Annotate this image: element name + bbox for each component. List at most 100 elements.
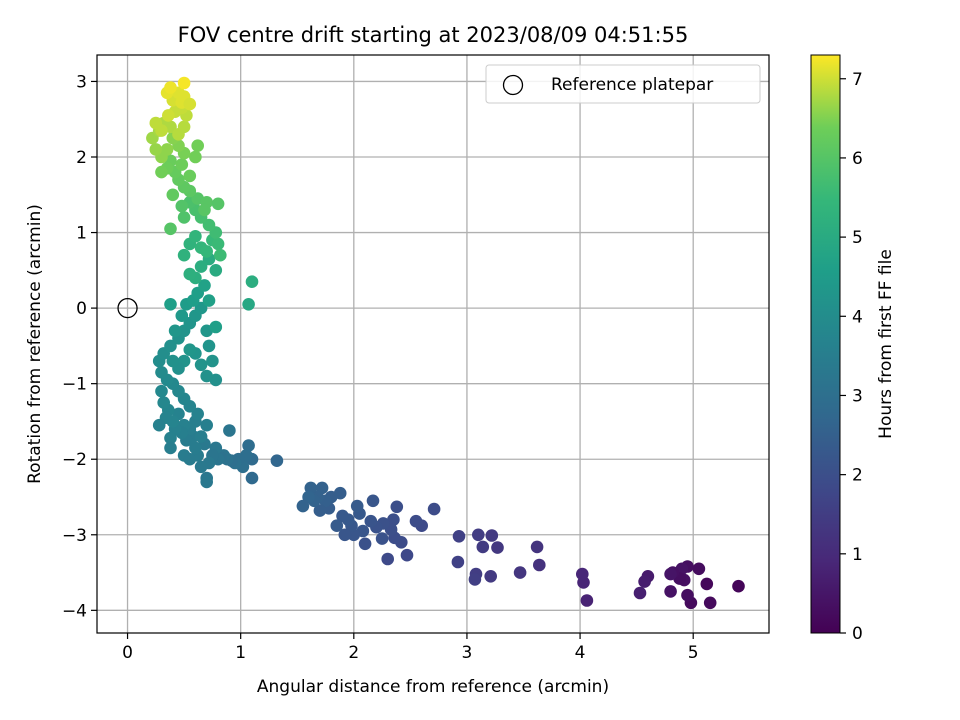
data-point [155,384,168,398]
x-tick-label: 3 [462,643,473,663]
y-tick-label: −1 [62,375,87,395]
data-point [366,494,380,508]
data-point [313,504,327,517]
data-point [703,596,717,610]
data-point [209,264,223,277]
data-point [155,366,168,379]
data-point [364,514,378,528]
data-point [375,532,389,545]
data-point [202,294,216,307]
data-point [183,97,197,111]
data-point [692,562,706,576]
data-point [468,573,482,586]
data-point [152,418,166,432]
data-point [155,165,168,179]
data-point [330,519,344,532]
y-tick-label: 3 [76,72,87,92]
data-point [183,343,197,357]
data-point [387,513,400,526]
data-point [183,169,197,183]
data-point [700,577,714,591]
colorbar-label: Hours from first FF file [876,249,896,439]
colorbar-tick-label: 3 [852,386,863,406]
colorbar-tick-label: 2 [852,466,863,486]
data-point [175,199,189,213]
data-point [484,570,498,583]
data-point [149,116,163,130]
data-point [214,248,227,262]
colorbar-tick-label: 1 [852,545,863,565]
data-point [533,558,546,572]
data-point [175,158,189,171]
data-point [638,575,651,588]
data-point [166,354,180,368]
legend: Reference platepar [485,64,761,104]
data-point [491,541,504,554]
data-point [242,298,255,311]
data-point [164,298,177,311]
data-point [164,222,177,236]
data-point [245,471,259,485]
data-point [476,540,490,554]
data-point [198,203,211,217]
data-point [381,552,395,566]
plot-frame [96,54,770,634]
legend-label-reference: Reference platepar [551,75,713,95]
data-point [336,509,349,523]
data-point [513,566,527,579]
x-tick-label: 0 [122,643,133,663]
data-point [149,143,163,156]
x-tick-label: 5 [688,643,699,663]
colorbar-tick-label: 4 [852,307,863,327]
data-point [194,358,208,372]
data-point [200,245,213,258]
data-point [200,418,213,432]
data-point [576,567,589,581]
data-point [189,441,202,455]
data-point [194,430,208,443]
data-point [183,452,197,466]
data-point [338,528,352,542]
data-point [164,339,177,353]
data-point [168,324,182,338]
x-axis-label: Angular distance from reference (arcmin) [257,677,609,697]
data-point [664,567,677,581]
data-point [177,76,191,90]
data-point [191,407,204,421]
x-axis-ticks: 0 1 2 3 4 5 [122,633,699,663]
data-point [400,548,414,562]
data-point [223,424,236,437]
data-point [390,500,404,514]
data-point [732,579,745,593]
data-point [302,490,315,504]
data-point [580,594,594,607]
y-tick-label: 2 [76,148,87,168]
data-point [633,586,647,600]
data-point [245,275,259,289]
data-point [177,211,191,224]
data-point [177,248,191,262]
data-points [146,76,745,610]
data-point [194,460,208,474]
data-point [202,339,216,353]
colorbar-tick-label: 0 [852,624,863,644]
reference-platepar-marker [117,297,138,319]
y-axis-label: Rotation from reference (arcmin) [25,204,45,484]
data-point [183,267,197,281]
y-tick-label: 1 [76,224,87,244]
data-point [189,150,202,164]
data-point [350,499,364,513]
data-point [664,585,677,598]
x-tick-label: 4 [575,643,586,663]
data-point [166,188,180,202]
data-point [242,439,255,452]
data-point [270,454,284,468]
colorbar-ticks: 0 1 2 3 4 5 6 7 [840,70,863,644]
data-point [211,237,225,251]
legend-box [485,64,761,104]
data-point [177,120,191,134]
data-point [194,301,208,315]
data-point [164,431,177,445]
colorbar-tick-label: 5 [852,228,863,248]
